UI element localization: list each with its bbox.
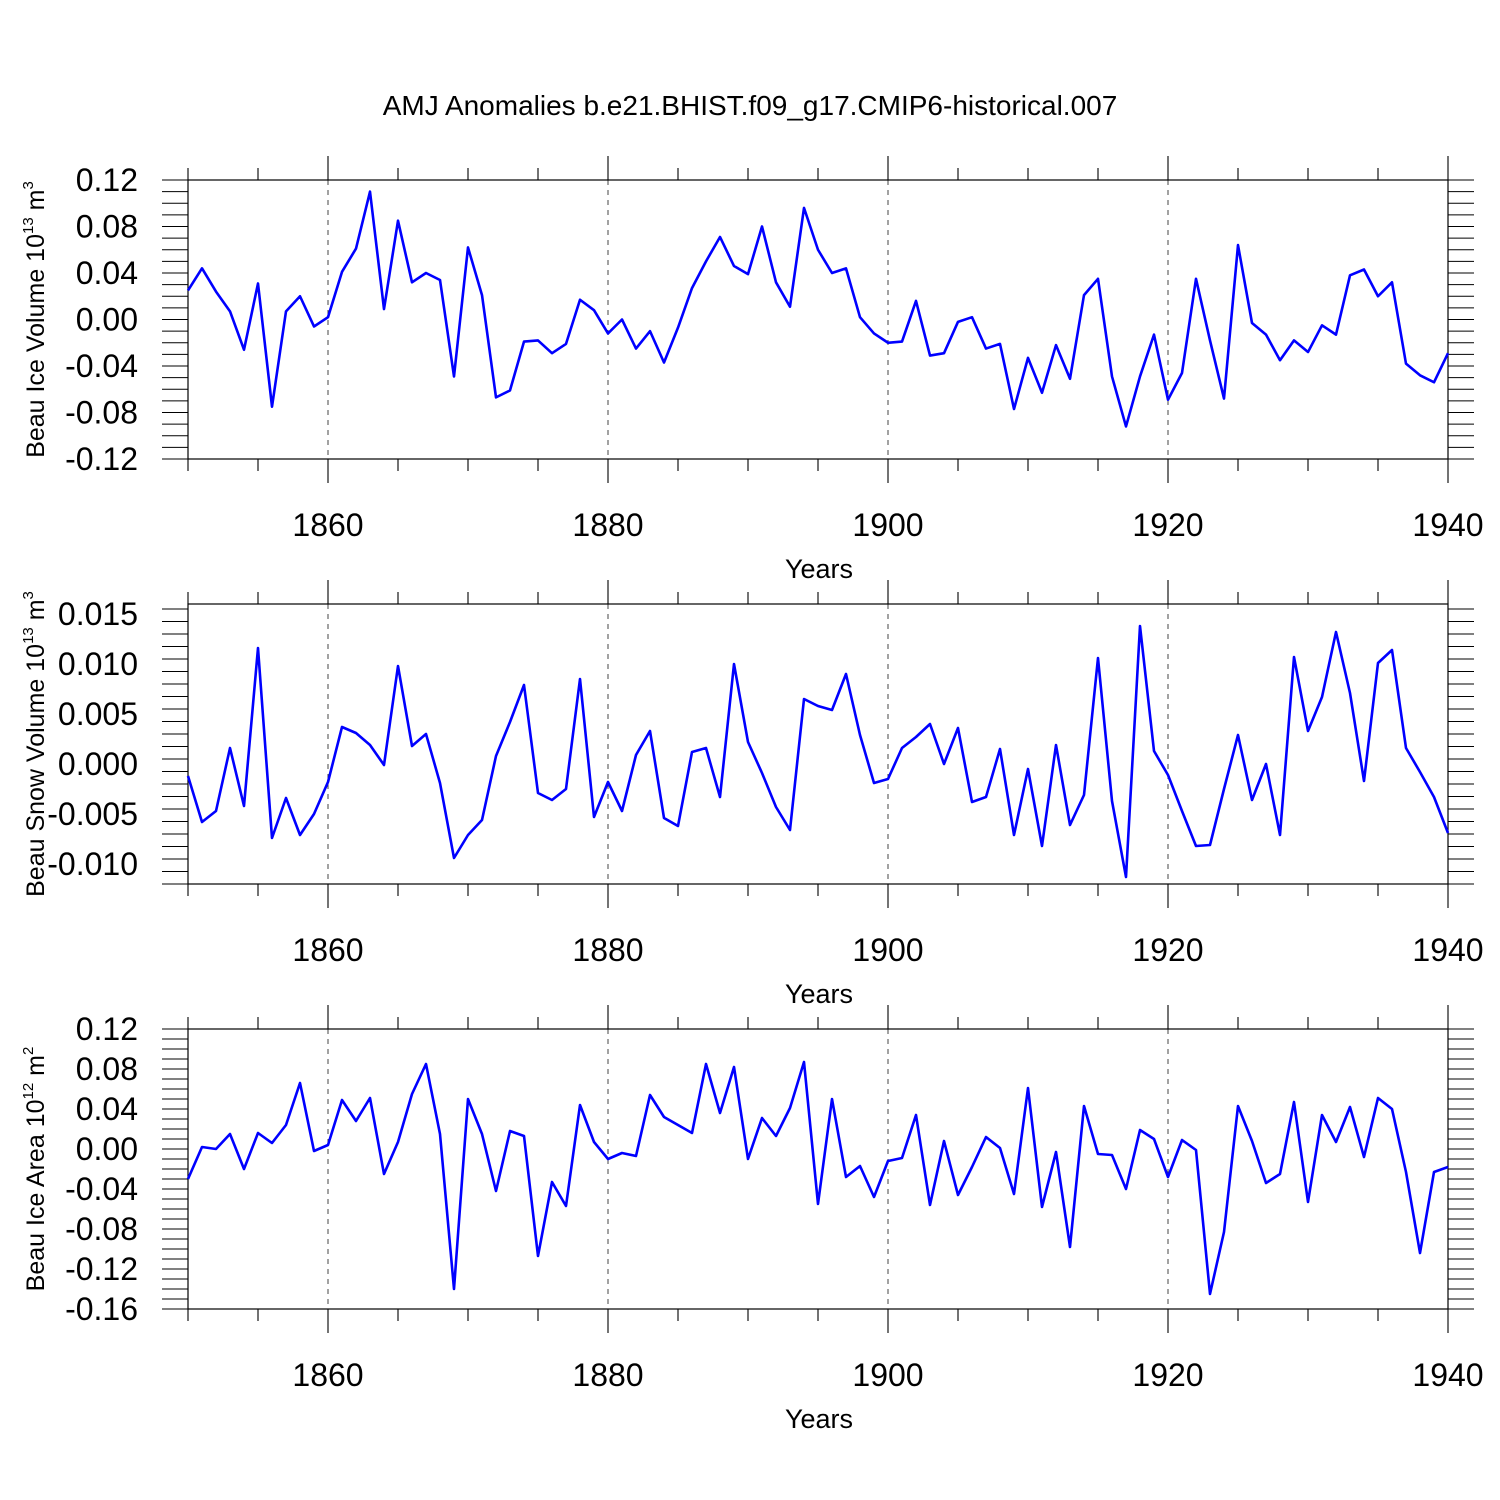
y-axis-label-unit-exponent: 3: [20, 181, 37, 189]
x-axis-label: Years: [785, 1404, 853, 1434]
panel-ice-volume: 1860 1880 1900 1920 1940 Years 0.12 0.08 0.04 0.0…: [20, 156, 1484, 584]
y-tick-label: 0.000: [58, 746, 138, 782]
chart-panels: 1860 1880 1900 1920 1940 Years 0.12 0.08 0.04 0.0…: [20, 156, 1484, 1434]
x-tick-label: 1900: [852, 932, 923, 968]
y-axis-label-unit: m: [22, 599, 50, 627]
y-axis-label: Beau Snow Volume 1013 m3: [20, 591, 50, 897]
panel-snow-volume: 1860 1880 1900 1920 1940 Years 0.015 0.010 0.005…: [20, 580, 1484, 1009]
x-tick-label: 1860: [292, 932, 363, 968]
y-tick-label: 0.08: [76, 1051, 138, 1087]
y-tick-label: 0.04: [76, 1091, 138, 1127]
plot-frame: [187, 603, 1449, 885]
x-tick-label: 1860: [292, 507, 363, 543]
y-axis-label-unit-exponent: 2: [20, 1047, 37, 1055]
y-axis-label-exponent: 13: [20, 627, 37, 644]
series-line-ice-volume: [186, 190, 1450, 428]
y-axis-label-unit-exponent: 3: [20, 591, 37, 599]
series-line-snow-volume: [186, 624, 1450, 879]
y-axis-label-main: Beau Ice Area 10: [22, 1100, 50, 1292]
x-tick-label: 1860: [292, 1357, 363, 1393]
x-tick-label: 1920: [1132, 1357, 1203, 1393]
y-tick-label: 0.08: [76, 209, 138, 245]
y-axis-label: Beau Ice Volume 1013 m3: [20, 181, 50, 458]
y-axis-label: Beau Ice Area 1012 m2: [20, 1047, 50, 1292]
y-axis-label-unit: m: [22, 190, 50, 218]
y-tick-label: 0.005: [58, 696, 138, 732]
x-axis-label: Years: [785, 554, 853, 584]
y-axis-label-unit: m: [22, 1055, 50, 1083]
y-axis-label-exponent: 12: [20, 1083, 37, 1100]
y-tick-label: -0.005: [47, 796, 138, 832]
x-tick-label: 1900: [852, 507, 923, 543]
x-tick-label: 1920: [1132, 932, 1203, 968]
plot-frame: [187, 179, 1449, 460]
x-tick-label: 1940: [1412, 932, 1483, 968]
x-axis-label: Years: [785, 979, 853, 1009]
y-axis-label-main: Beau Snow Volume 10: [22, 644, 50, 897]
plot-frame: [187, 1028, 1449, 1310]
y-tick-label: 0.12: [76, 1011, 138, 1047]
x-tick-label: 1880: [572, 932, 643, 968]
y-tick-label: 0.00: [76, 1131, 138, 1167]
y-tick-label: -0.16: [65, 1291, 138, 1327]
y-tick-label: 0.00: [76, 302, 138, 338]
panel-ice-area: 1860 1880 1900 1920 1940 Years 0.12 0.08 0.04 0.0…: [20, 1005, 1484, 1434]
x-tick-label: 1880: [572, 1357, 643, 1393]
chart-title: AMJ Anomalies b.e21.BHIST.f09_g17.CMIP6-…: [383, 90, 1118, 121]
y-tick-label: 0.12: [76, 162, 138, 198]
y-tick-label: -0.04: [65, 1171, 138, 1207]
x-tick-label: 1940: [1412, 507, 1483, 543]
x-tick-label: 1880: [572, 507, 643, 543]
x-tick-label: 1940: [1412, 1357, 1483, 1393]
y-tick-label: -0.12: [65, 441, 138, 477]
x-tick-label: 1900: [852, 1357, 923, 1393]
y-tick-label: 0.04: [76, 255, 138, 291]
y-tick-label: -0.08: [65, 1211, 138, 1247]
y-tick-label: -0.12: [65, 1251, 138, 1287]
y-tick-label: -0.010: [47, 846, 138, 882]
y-axis-label-main: Beau Ice Volume 10: [22, 234, 50, 458]
y-tick-label: 0.010: [58, 646, 138, 682]
series-line-ice-area: [186, 1060, 1449, 1296]
y-tick-label: 0.015: [58, 596, 138, 632]
y-tick-label: -0.04: [65, 348, 138, 384]
x-tick-label: 1920: [1132, 507, 1203, 543]
y-axis-label-exponent: 13: [20, 217, 37, 234]
y-tick-label: -0.08: [65, 395, 138, 431]
